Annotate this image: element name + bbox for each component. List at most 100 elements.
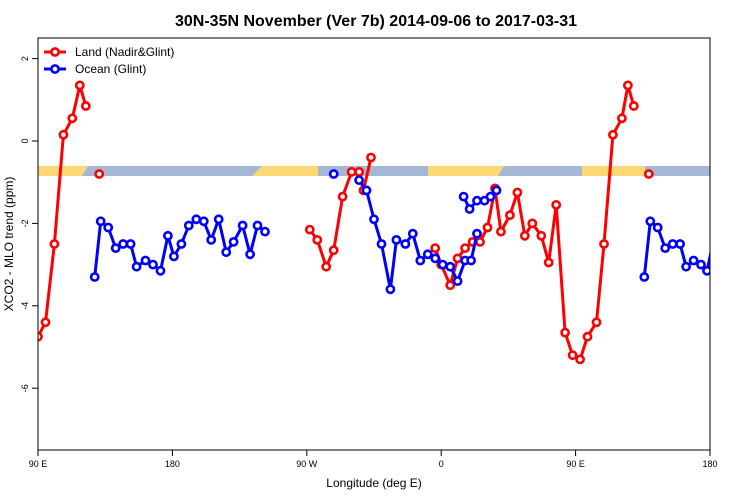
data-point: [400, 239, 411, 249]
data-point: [430, 253, 441, 264]
data-point: [252, 220, 263, 231]
data-point: [452, 253, 463, 264]
data-point: [168, 251, 179, 262]
data-point: [702, 265, 710, 276]
x-tick-label: 90 E: [566, 459, 585, 469]
data-point: [472, 228, 482, 239]
y-tick-label: 2: [20, 56, 30, 61]
x-tick-label: 180: [702, 459, 717, 469]
data-point: [681, 261, 691, 272]
series-1: [89, 169, 710, 295]
data-point: [643, 169, 654, 179]
band-land-1: [262, 166, 318, 176]
data-point: [221, 247, 232, 258]
data-point: [460, 243, 470, 253]
data-point: [543, 257, 554, 268]
data-point: [452, 276, 463, 286]
data-point: [628, 101, 639, 111]
data-point: [475, 236, 485, 247]
data-point: [458, 191, 469, 202]
data-point: [485, 191, 496, 202]
data-point: [361, 185, 372, 196]
data-point: [337, 191, 348, 202]
mask-band: [38, 166, 710, 176]
data-point: [131, 261, 142, 272]
data-point: [140, 255, 151, 266]
data-point: [495, 226, 506, 237]
x-tick-label: 90 W: [296, 459, 318, 469]
data-point: [125, 239, 136, 249]
data-point: [67, 113, 78, 124]
series-layer: [38, 80, 710, 365]
data-point: [623, 80, 633, 91]
data-point: [354, 175, 364, 185]
data-point: [645, 216, 656, 227]
data-point: [536, 230, 547, 241]
data-point: [407, 228, 418, 239]
band-edge: [252, 166, 262, 176]
data-point: [366, 152, 376, 163]
y-tick-label: -6: [20, 384, 30, 392]
data-point: [575, 354, 585, 365]
data-point: [472, 195, 482, 206]
data-point: [445, 280, 456, 291]
data-point: [237, 220, 248, 231]
data-point: [198, 216, 209, 227]
y-tick-label: -2: [20, 219, 30, 227]
data-point: [80, 101, 91, 111]
data-point: [103, 222, 114, 233]
data-point: [437, 259, 448, 270]
data-point: [608, 129, 618, 140]
legend-marker: [50, 47, 60, 57]
data-point: [376, 239, 387, 249]
band-land-2: [428, 166, 498, 176]
data-point: [675, 239, 685, 249]
x-tick-label: 90 E: [29, 459, 48, 469]
data-point: [74, 80, 85, 91]
data-point: [94, 169, 105, 179]
data-point: [464, 204, 475, 214]
legend: Land (Nadir&Glint) Ocean (Glint): [44, 45, 174, 76]
data-point: [176, 239, 187, 249]
y-axis-label: XCO2 - MLO trend (ppm): [2, 177, 16, 312]
series-0: [38, 80, 654, 365]
data-point: [430, 243, 441, 253]
data-point: [155, 265, 166, 276]
chart-title: 30N-35N November (Ver 7b) 2014-09-06 to …: [175, 13, 577, 30]
data-point: [709, 233, 710, 238]
data-point: [445, 261, 456, 272]
data-point: [599, 239, 609, 249]
x-tick-label: 180: [165, 459, 180, 469]
y-axis: 2 0 -2 -4 -6: [20, 56, 38, 392]
data-point: [260, 226, 270, 237]
data-point: [321, 261, 332, 272]
data-point: [512, 187, 523, 198]
data-point: [582, 331, 593, 342]
plot-frame: [37, 37, 711, 451]
data-point: [183, 220, 194, 231]
data-point: [504, 210, 515, 221]
data-point: [346, 166, 357, 177]
data-point: [89, 272, 100, 282]
data-point: [551, 199, 562, 210]
data-point: [110, 243, 121, 253]
data-point: [328, 169, 339, 179]
data-point: [688, 255, 699, 266]
data-point: [567, 350, 578, 361]
data-point: [385, 284, 396, 295]
data-point: [519, 230, 530, 241]
band-land-3: [582, 166, 645, 176]
data-point: [245, 249, 255, 260]
data-point: [422, 249, 433, 260]
data-point: [162, 230, 173, 241]
y-tick-label: 0: [20, 138, 30, 143]
data-point: [40, 317, 51, 328]
data-point: [482, 222, 493, 233]
band-edge: [622, 166, 645, 176]
data-point: [652, 222, 663, 233]
data-point: [49, 239, 60, 249]
data-point: [118, 239, 128, 249]
band-ocean: [38, 166, 710, 176]
data-point: [660, 243, 671, 253]
